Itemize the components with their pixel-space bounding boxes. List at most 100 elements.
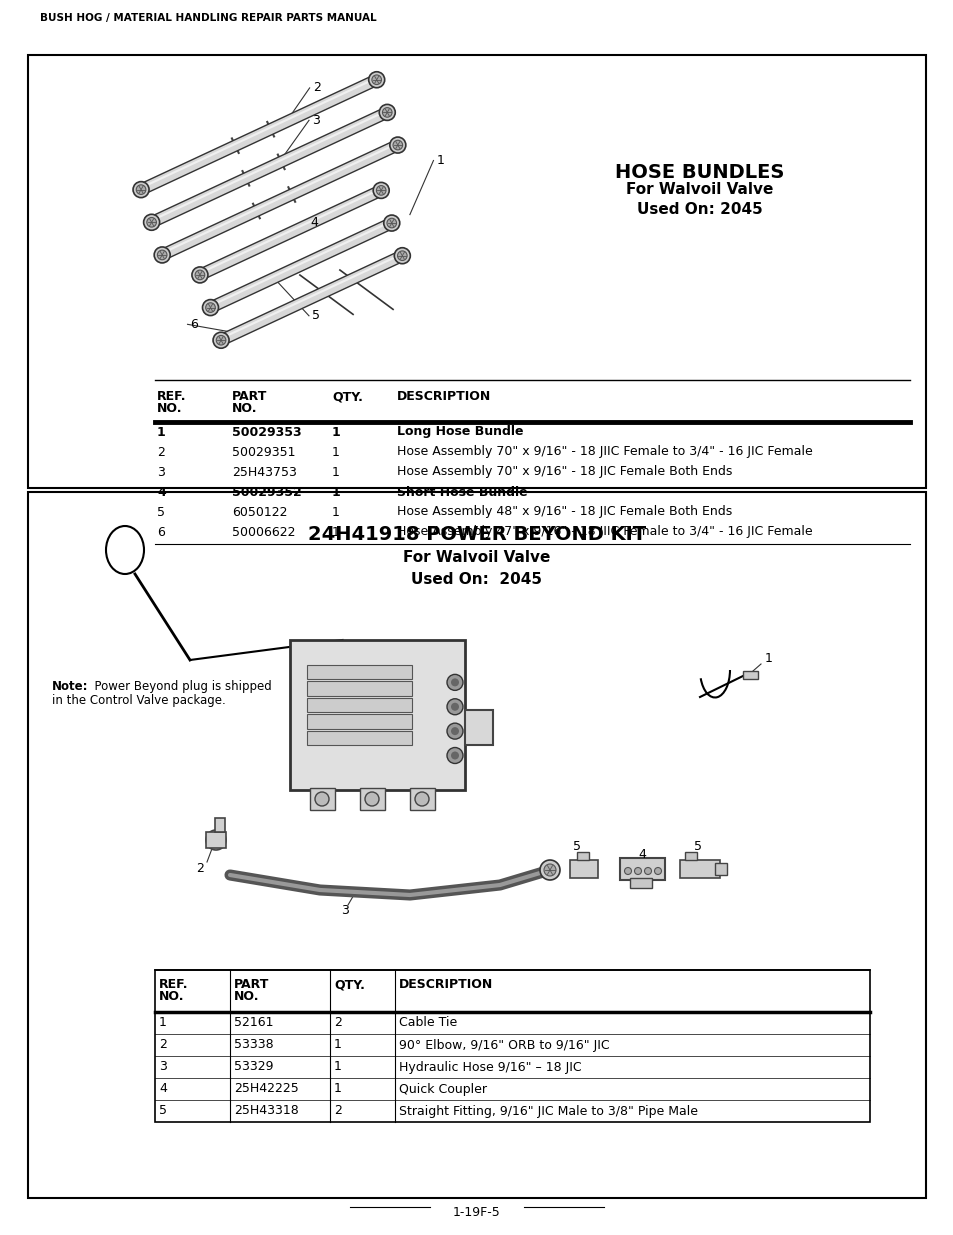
Bar	[307, 664, 412, 679]
Bar	[619, 858, 664, 881]
Text: 1: 1	[334, 1061, 341, 1073]
Bar	[629, 878, 651, 888]
Circle shape	[394, 248, 410, 264]
Bar	[28, 56, 925, 488]
Text: 3: 3	[312, 114, 319, 127]
Circle shape	[654, 867, 660, 874]
Text: For Walvoil Valve: For Walvoil Valve	[626, 183, 773, 198]
Text: Hydraulic Hose 9/16" – 18 JIC: Hydraulic Hose 9/16" – 18 JIC	[398, 1061, 581, 1073]
Text: NO.: NO.	[233, 990, 259, 1003]
Circle shape	[383, 215, 399, 231]
Text: 4: 4	[159, 1083, 167, 1095]
Circle shape	[451, 752, 458, 760]
Circle shape	[195, 270, 205, 279]
Text: 1: 1	[157, 426, 166, 438]
Circle shape	[206, 303, 215, 312]
Circle shape	[397, 251, 407, 261]
Bar	[290, 640, 464, 790]
Text: QTY.: QTY.	[334, 978, 364, 990]
Text: in the Control Valve package.: in the Control Valve package.	[52, 694, 226, 706]
Text: 2: 2	[196, 862, 204, 874]
Text: 2: 2	[334, 1016, 341, 1030]
Text: 1-19F-5: 1-19F-5	[453, 1207, 500, 1219]
Text: 4: 4	[638, 847, 645, 861]
Polygon shape	[161, 142, 397, 254]
Text: PART: PART	[233, 978, 269, 990]
Text: Short Hose Bundle: Short Hose Bundle	[396, 485, 527, 499]
Circle shape	[144, 215, 159, 230]
Circle shape	[206, 830, 226, 850]
Circle shape	[376, 185, 386, 195]
Circle shape	[213, 332, 229, 348]
Text: 5: 5	[157, 505, 165, 519]
Bar	[742, 671, 758, 679]
Circle shape	[390, 137, 405, 153]
Text: 6050122: 6050122	[232, 505, 287, 519]
Circle shape	[387, 219, 396, 227]
Text: 3: 3	[341, 904, 349, 916]
Circle shape	[447, 724, 462, 739]
Text: Long Hose Bundle: Long Hose Bundle	[396, 426, 523, 438]
Bar	[154, 969, 869, 1123]
Circle shape	[368, 72, 384, 88]
Text: 2: 2	[157, 446, 165, 458]
Bar	[464, 710, 493, 745]
Circle shape	[393, 141, 402, 149]
Circle shape	[216, 336, 226, 345]
Text: NO.: NO.	[232, 403, 257, 415]
Polygon shape	[198, 188, 380, 274]
Bar	[569, 860, 598, 878]
Polygon shape	[208, 219, 394, 312]
Polygon shape	[160, 140, 399, 259]
Text: 50029352: 50029352	[232, 485, 301, 499]
Circle shape	[372, 75, 381, 84]
Text: 50006622: 50006622	[232, 526, 295, 538]
Text: Quick Coupler: Quick Coupler	[398, 1083, 486, 1095]
Circle shape	[447, 674, 462, 690]
Bar	[28, 492, 925, 1198]
Text: Used On: 2045: Used On: 2045	[637, 203, 762, 217]
Text: Used On:  2045: Used On: 2045	[411, 572, 542, 587]
Text: REF.: REF.	[157, 390, 186, 403]
Polygon shape	[218, 251, 404, 346]
Text: 1: 1	[332, 485, 340, 499]
Circle shape	[447, 747, 462, 763]
Ellipse shape	[106, 526, 144, 574]
Text: 4: 4	[310, 216, 317, 228]
Text: 1: 1	[764, 652, 772, 664]
Text: 1: 1	[159, 1016, 167, 1030]
Text: Power Beyond plug is shipped: Power Beyond plug is shipped	[87, 680, 272, 693]
Polygon shape	[151, 110, 387, 222]
Text: 53338: 53338	[233, 1039, 274, 1051]
Circle shape	[543, 864, 556, 876]
Bar	[679, 860, 720, 878]
Circle shape	[136, 185, 146, 194]
Text: 5: 5	[573, 840, 580, 852]
Bar	[206, 832, 226, 848]
Polygon shape	[197, 185, 383, 280]
Text: 2: 2	[313, 82, 320, 94]
Text: 1: 1	[334, 1083, 341, 1095]
Text: 2: 2	[159, 1039, 167, 1051]
Bar	[684, 852, 697, 860]
Text: NO.: NO.	[159, 990, 184, 1003]
Text: Hose Assembly 47" x 9/16" - 18 JIIC Female to 3/4" - 16 JIC Female: Hose Assembly 47" x 9/16" - 18 JIIC Fema…	[396, 526, 812, 538]
Bar	[410, 788, 435, 810]
Text: HOSE BUNDLES: HOSE BUNDLES	[615, 163, 784, 182]
Polygon shape	[138, 75, 378, 195]
Bar	[577, 852, 588, 860]
Text: PART: PART	[232, 390, 267, 403]
Text: Cable Tie: Cable Tie	[398, 1016, 456, 1030]
Text: DESCRIPTION: DESCRIPTION	[398, 978, 493, 990]
Circle shape	[202, 300, 218, 316]
Circle shape	[365, 792, 378, 806]
Circle shape	[451, 727, 458, 735]
Circle shape	[147, 217, 156, 227]
Bar	[307, 698, 412, 713]
Polygon shape	[149, 107, 389, 227]
Text: 2: 2	[334, 1104, 341, 1118]
Text: 52161: 52161	[233, 1016, 274, 1030]
Circle shape	[132, 182, 149, 198]
Text: 24H41918 POWER BEYOND KIT: 24H41918 POWER BEYOND KIT	[308, 526, 645, 545]
Text: BUSH HOG / MATERIAL HANDLING REPAIR PARTS MANUAL: BUSH HOG / MATERIAL HANDLING REPAIR PART…	[40, 14, 376, 23]
